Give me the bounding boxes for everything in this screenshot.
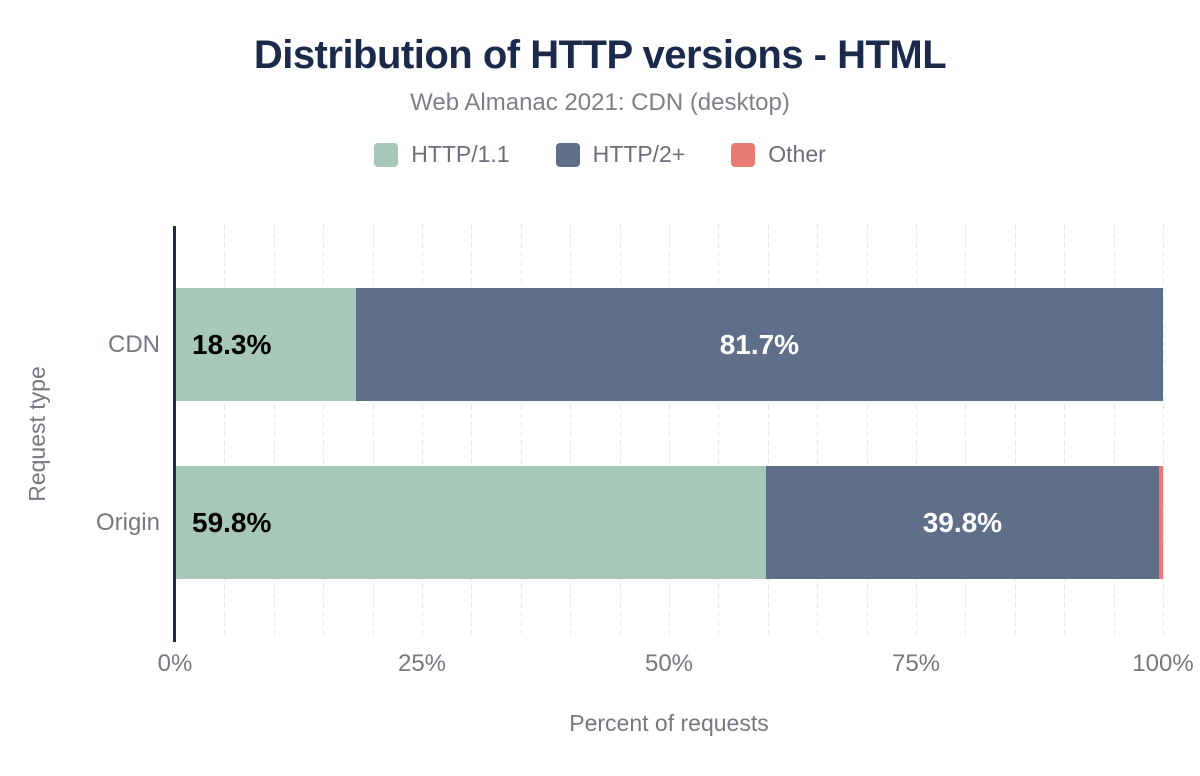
- gridline: [718, 224, 720, 634]
- gridline: [570, 224, 572, 634]
- bar-value-label: 39.8%: [922, 507, 1003, 538]
- gridline: [866, 224, 868, 634]
- bar-row-origin: 59.8% 39.8%: [175, 466, 1163, 579]
- gridline: [965, 224, 967, 634]
- gridline: [916, 224, 917, 634]
- category-label-origin: Origin: [95, 508, 160, 536]
- chart-title: Distribution of HTTP versions - HTML: [253, 33, 947, 77]
- gridline: [669, 224, 670, 634]
- gridline: [817, 224, 819, 634]
- x-tick-label: 75%: [891, 650, 941, 677]
- gridline: [273, 224, 275, 634]
- chart-plot-area: Request type 18.3% 81.7% 59.8% 39.8% 0% 25% 5…: [0, 34, 1200, 776]
- gridline: [471, 224, 473, 634]
- legend-item-http11[interactable]: HTTP/1.1: [374, 141, 510, 168]
- bar-value-label: 59.8%: [192, 507, 272, 538]
- gridline: [619, 224, 621, 634]
- legend-label: HTTP/2+: [592, 141, 686, 167]
- bar-segment-origin-http2[interactable]: [765, 466, 1159, 579]
- gridline: [422, 224, 423, 634]
- x-tick-label: 0%: [157, 650, 193, 677]
- http11-swatch-icon: [374, 142, 399, 167]
- gridline: [1163, 224, 1164, 634]
- bar-segment-cdn-http2[interactable]: [355, 288, 1163, 401]
- gridline: [767, 224, 769, 634]
- gridline: [520, 224, 522, 634]
- legend-item-other[interactable]: Other: [731, 141, 826, 168]
- gridline: [1113, 224, 1115, 634]
- legend-label: HTTP/1.1: [411, 141, 510, 167]
- bar-segment-origin-other[interactable]: [1159, 466, 1163, 579]
- bar-value-label: 18.3%: [192, 329, 272, 360]
- http2-swatch-icon: [555, 142, 580, 167]
- gridline: [1014, 224, 1016, 634]
- legend: HTTP/1.1 HTTP/2+ Other: [0, 141, 1200, 168]
- chart-header: Distribution of HTTP versions - HTML Web…: [0, 34, 1200, 168]
- y-axis-line: [173, 226, 176, 642]
- legend-label: Other: [768, 141, 826, 167]
- x-tick-label: 25%: [397, 650, 447, 677]
- chart-subtitle: Web Almanac 2021: CDN (desktop): [410, 89, 790, 116]
- bar-segment-cdn-http11[interactable]: [175, 288, 356, 401]
- gridline: [224, 224, 226, 634]
- gridline: [323, 224, 325, 634]
- chart-card: Distribution of HTTP versions - HTML Web…: [0, 34, 1200, 776]
- bar-value-label: 81.7%: [719, 329, 800, 360]
- x-tick-label: 100%: [1132, 650, 1194, 677]
- legend-item-http2[interactable]: HTTP/2+: [555, 141, 686, 168]
- bar-segment-origin-http11[interactable]: [175, 466, 766, 579]
- y-axis-title: Request type: [24, 366, 50, 502]
- x-tick-label: 50%: [644, 650, 694, 677]
- gridline: [372, 224, 374, 634]
- x-axis-title: Percent of requests: [569, 710, 769, 736]
- gridline: [1064, 224, 1066, 634]
- bar-row-cdn: 18.3% 81.7%: [175, 288, 1163, 401]
- category-label-cdn: CDN: [108, 330, 160, 358]
- plot-grid: 18.3% 81.7% 59.8% 39.8%: [175, 224, 1164, 634]
- other-swatch-icon: [731, 142, 756, 167]
